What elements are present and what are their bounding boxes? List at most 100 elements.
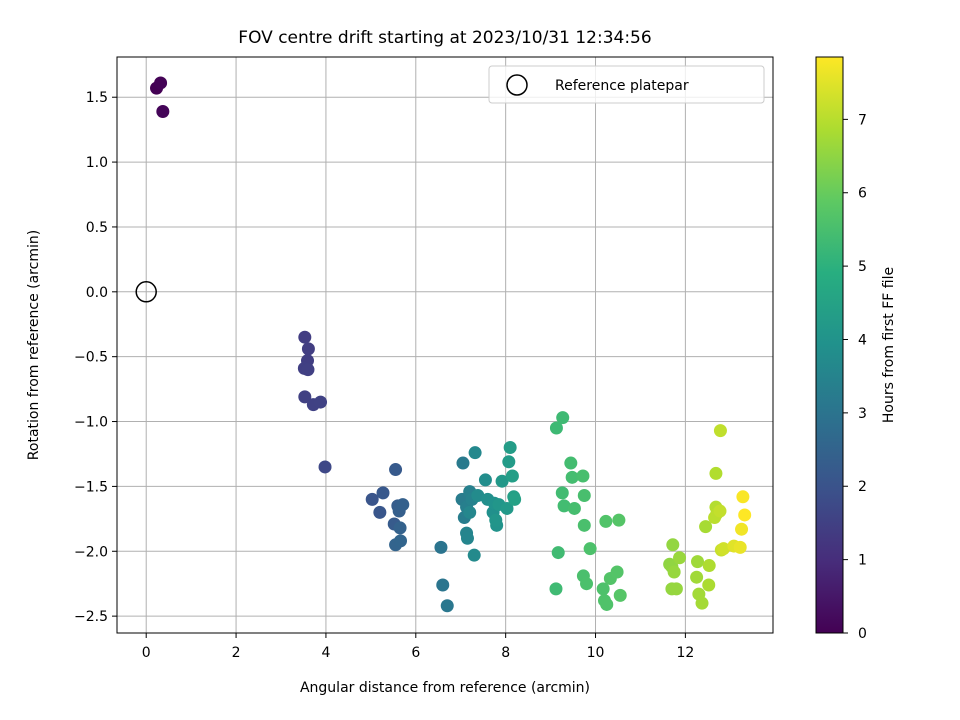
data-point [557,499,571,513]
x-tick-label: 2 [232,645,241,661]
data-point [396,498,410,512]
colorbar-tick-label: 6 [858,186,867,202]
axes-background [117,57,773,633]
data-point [489,513,503,527]
data-point [713,424,727,438]
data-point [733,540,747,554]
data-point [717,542,731,556]
colorbar-label: Hours from first FF file [881,267,897,423]
data-point [565,470,579,484]
colorbar-tick-label: 4 [858,332,867,348]
data-point [599,514,613,528]
axes-frame [116,56,774,634]
x-tick-label: 6 [411,645,420,661]
data-point [471,488,485,502]
y-tick-label: −2.5 [74,609,108,625]
data-point [549,421,563,435]
data-point [393,521,407,535]
data-point [600,597,614,611]
data-point [389,463,403,477]
y-tick-label: −0.5 [74,350,108,366]
data-point [567,501,581,515]
x-tick-label: 12 [676,645,694,661]
data-point [298,330,312,344]
data-point [691,555,705,569]
y-axis-label: Rotation from reference (arcmin) [26,230,42,460]
y-tick-label: −1.5 [74,479,108,495]
data-point [301,363,315,377]
data-point [699,520,713,534]
data-point [673,551,687,565]
data-point [467,548,481,562]
data-point [460,531,474,545]
legend-reference-marker [506,74,528,96]
data-point [577,488,591,502]
colorbar-tick-label: 5 [858,259,867,275]
data-point [456,456,470,470]
data-point [709,466,723,480]
data-point [156,104,170,118]
data-point [298,390,312,404]
data-point [154,76,168,90]
legend-box [488,65,765,104]
data-point [394,534,408,548]
x-axis-ticks: 0 2 4 6 8 10 12 [142,633,694,661]
reference-layer [135,281,157,303]
data-point [463,505,477,519]
y-tick-label: 1.0 [86,155,108,171]
data-point [314,395,328,409]
y-tick-label: −1.0 [74,415,108,431]
data-point [551,546,565,560]
data-point [508,492,522,506]
data-points [150,76,752,613]
data-point [702,578,716,592]
data-point [500,501,514,515]
legend-label-reference: Reference platepar [555,78,689,94]
data-point [576,469,590,483]
data-point [564,456,578,470]
colorbar-ticks: 0 1 2 3 4 5 6 7 [843,112,867,642]
data-point [583,542,597,556]
data-point [502,455,516,469]
x-axis-label: Angular distance from reference (arcmin) [300,680,590,696]
colorbar: 0 1 2 3 4 5 6 7 Hours from first FF file [815,56,897,642]
data-point [577,518,591,532]
legend[interactable]: Reference platepar [488,65,765,104]
x-tick-label: 0 [142,645,151,661]
data-point [690,570,704,584]
data-point [478,473,492,487]
colorbar-tick-label: 0 [858,626,867,642]
data-point [505,469,519,483]
data-point [549,582,563,596]
data-point [666,538,680,552]
y-tick-label: 1.5 [86,90,108,106]
data-point [468,446,482,460]
data-point [580,577,594,591]
data-point [376,486,390,500]
colorbar-tick-label: 1 [858,553,867,569]
data-point [612,513,626,527]
data-point [735,522,749,536]
reference-marker [135,281,157,303]
colorbar-tick-label: 3 [858,406,867,422]
x-tick-label: 8 [501,645,510,661]
data-point [613,588,627,602]
chart-title: FOV centre drift starting at 2023/10/31 … [238,28,651,48]
data-point [373,505,387,519]
data-point [555,486,569,500]
x-tick-label: 4 [321,645,330,661]
data-point [738,508,752,522]
data-point [301,342,315,356]
data-point [667,565,681,579]
data-point [596,582,610,596]
y-tick-label: −2.0 [74,544,108,560]
data-point [610,565,624,579]
data-point [365,492,379,506]
data-point [669,582,683,596]
data-point [436,578,450,592]
data-point [702,559,716,573]
data-point [695,596,709,610]
colorbar-gradient [815,56,844,634]
colorbar-tick-label: 7 [858,112,867,128]
